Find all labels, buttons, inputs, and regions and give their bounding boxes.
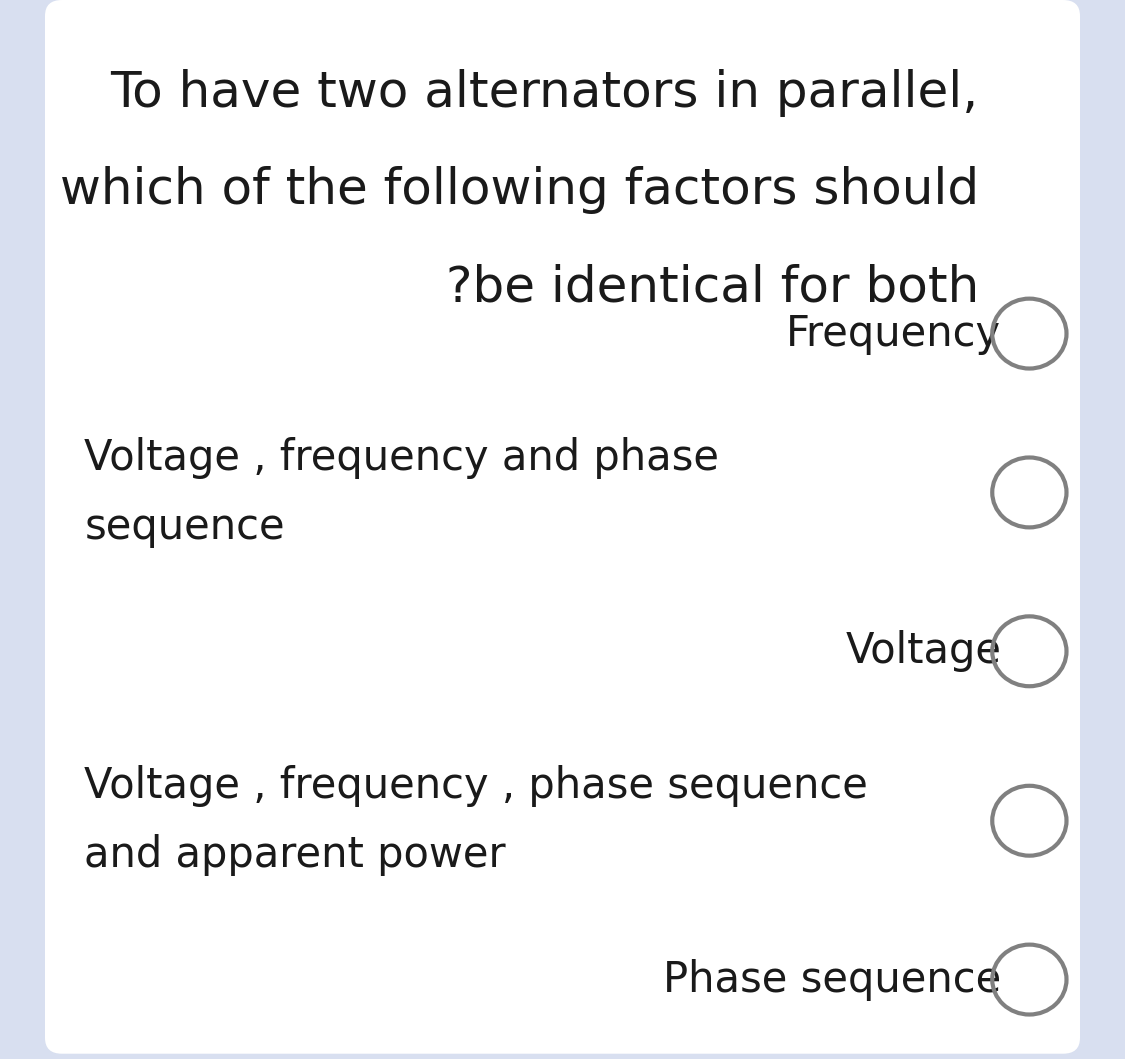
Text: ?be identical for both: ?be identical for both	[446, 264, 979, 311]
Text: Frequency: Frequency	[786, 312, 1001, 355]
Text: Voltage: Voltage	[845, 630, 1001, 672]
Text: To have two alternators in parallel,: To have two alternators in parallel,	[110, 69, 979, 116]
Text: which of the following factors should: which of the following factors should	[60, 166, 979, 214]
Text: Phase sequence: Phase sequence	[663, 958, 1001, 1001]
Text: Voltage , frequency , phase sequence: Voltage , frequency , phase sequence	[84, 766, 869, 807]
Text: sequence: sequence	[84, 506, 285, 548]
Text: and apparent power: and apparent power	[84, 834, 506, 876]
Text: Voltage , frequency and phase: Voltage , frequency and phase	[84, 437, 719, 479]
